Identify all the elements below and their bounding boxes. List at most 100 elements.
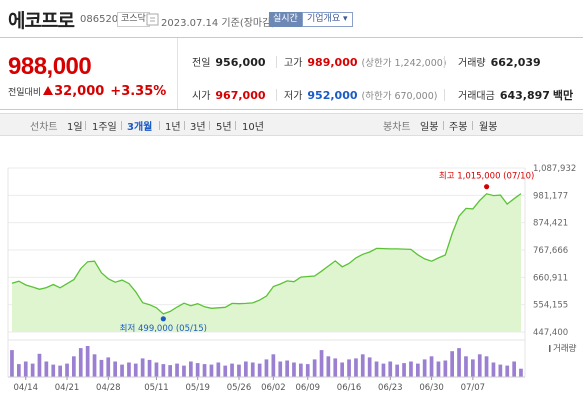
change-percent: +3.35% (110, 84, 167, 99)
volume-bar (113, 361, 117, 377)
volume-bar (519, 368, 523, 377)
tab-weekly[interactable]: 주봉 (449, 122, 468, 133)
prev-close-label: 전일 (192, 58, 211, 69)
volume-bar (381, 363, 386, 377)
volume-bar (209, 364, 214, 377)
volume-bar (402, 363, 406, 377)
upper-limit: (상한가 1,242,000) (361, 58, 447, 69)
volume-bar (182, 365, 186, 377)
volume-bar (264, 359, 269, 377)
clock-icon (146, 13, 159, 26)
volume-bar (305, 364, 310, 377)
volume-bar (471, 359, 475, 377)
low: 저가 952,000 (하한가 670,000) (284, 87, 437, 102)
min-marker (160, 316, 166, 322)
volume-bar (244, 361, 248, 377)
volume-bar (65, 363, 69, 377)
low-value: 952,000 (307, 89, 358, 102)
volume-value: 662,039 (490, 56, 541, 69)
volume-bar (498, 364, 503, 377)
low-label: 저가 (284, 91, 303, 102)
volume-bar (367, 357, 372, 377)
tab-divider (159, 121, 160, 130)
volume-bar (202, 364, 207, 377)
price-line (11, 193, 522, 315)
tab-monthly[interactable]: 월봉 (479, 122, 498, 133)
line-chart-label: 선차트 (30, 122, 58, 133)
open-label: 시가 (192, 91, 211, 102)
volume-bar (127, 362, 131, 377)
tab-10y[interactable]: 10년 (242, 122, 264, 133)
x-tick-label: 05/26 (227, 383, 252, 393)
tab-1d[interactable]: 1일 (67, 122, 83, 133)
realtime-button[interactable]: 실시간 (269, 12, 302, 27)
current-price: 988,000 (8, 53, 92, 80)
max-label: 최고 1,015,000 (07/10) (439, 171, 534, 182)
volume-legend-label: 거래량 (553, 343, 577, 354)
x-tick-label: 06/23 (378, 383, 403, 393)
tab-1y[interactable]: 1년 (165, 122, 181, 133)
tab-5y[interactable]: 5년 (216, 122, 232, 133)
volume-bar (285, 360, 289, 377)
volume-bar (195, 363, 200, 377)
price-box: 988,000 전일대비 32,000 +3.35% (0, 38, 178, 109)
high: 고가 989,000 (상한가 1,242,000) (284, 54, 447, 69)
up-arrow-icon (43, 86, 54, 95)
prev-close: 전일 956,000 (192, 54, 266, 69)
volume-bar (30, 363, 35, 377)
volume-bar (395, 364, 399, 377)
volume-bar (175, 363, 179, 377)
stock-name: 에코프로 (8, 10, 75, 32)
volume-bar (168, 365, 172, 377)
amount-value: 643,897 (499, 89, 550, 102)
tab-1w[interactable]: 1주일 (92, 122, 117, 133)
tab-3m[interactable]: 3개월 (127, 122, 153, 133)
company-overview-button[interactable]: 기업개요 ▾ (302, 12, 353, 27)
volume-bar (120, 364, 124, 377)
volume-bar (147, 359, 152, 377)
chart-period-tabs: 선차트 1일 1주일 3개월 1년 3년 5년 10년 봉차트 일봉 주봉 월봉 (0, 113, 583, 136)
open-value: 967,000 (215, 89, 266, 102)
x-tick-label: 07/07 (461, 383, 486, 393)
volume-bar (333, 358, 338, 377)
volume-bar (292, 362, 296, 377)
volume-bar (505, 365, 510, 377)
volume-bar (216, 362, 221, 377)
volume-bar (230, 363, 234, 377)
volume-bar (99, 359, 104, 377)
stock-code: 086520 (80, 14, 119, 25)
x-tick-label: 04/21 (55, 383, 80, 393)
lower-limit: (하한가 670,000) (361, 91, 438, 102)
volume-bar (189, 361, 193, 377)
volume-bar (51, 364, 56, 377)
volume-bar (436, 361, 441, 377)
divider (444, 56, 445, 68)
tab-3y[interactable]: 3년 (190, 122, 206, 133)
volume-label: 거래량 (458, 58, 486, 69)
prev-close-value: 956,000 (215, 56, 266, 69)
y-tick-label: 1,087,932 (533, 164, 576, 174)
volume-bar (299, 363, 303, 377)
volume-bar (319, 350, 324, 377)
change-row: 전일대비 32,000 +3.35% (8, 84, 166, 99)
volume-bar (23, 361, 28, 377)
volume-bar (374, 361, 379, 377)
volume-bar (237, 364, 241, 377)
x-tick-label: 06/16 (337, 383, 362, 393)
volume-bar (457, 348, 461, 377)
volume-bar (354, 358, 358, 377)
high-value: 989,000 (307, 56, 358, 69)
x-tick-label: 05/11 (144, 383, 169, 393)
volume-bar (58, 365, 62, 377)
tab-divider (121, 121, 122, 130)
y-tick-label: 874,421 (533, 219, 568, 229)
amount-unit: 백만 (552, 89, 574, 102)
tab-daily[interactable]: 일봉 (420, 122, 439, 133)
volume-bar (85, 346, 90, 377)
max-marker (484, 184, 490, 190)
volume-bar (450, 351, 454, 377)
volume-bar (271, 354, 276, 377)
volume-bar (312, 359, 317, 377)
x-tick-label: 04/28 (96, 383, 121, 393)
price-chart-svg: 1,087,932 981,177 874,421 767,666 660,911 554… (7, 164, 577, 393)
